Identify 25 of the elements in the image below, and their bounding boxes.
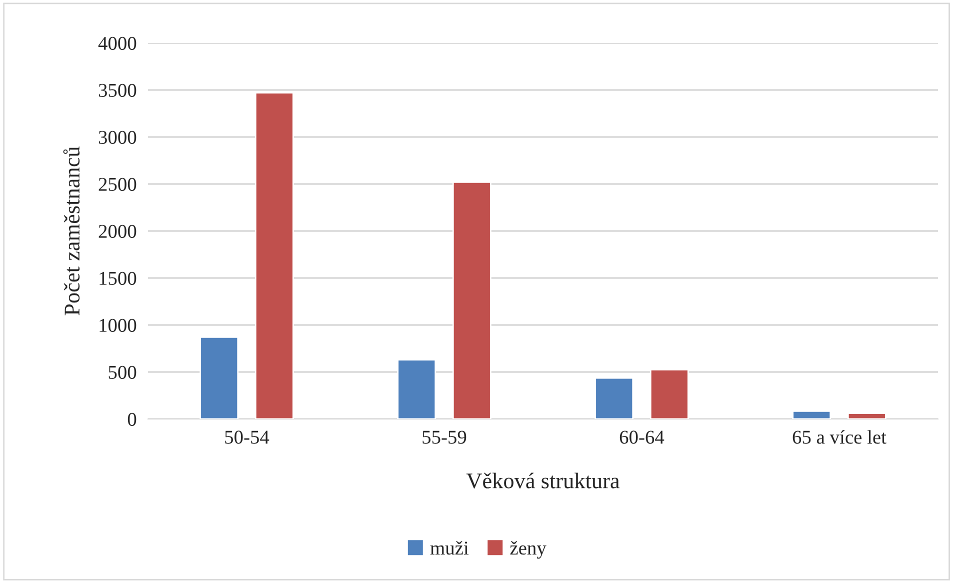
x-tick-label: 50-54 [225, 430, 270, 444]
y-tick-label: 1000 [100, 318, 136, 332]
x-tick-label: 60-64 [620, 430, 664, 444]
x-tick-label: 55-59 [422, 430, 466, 444]
y-tick-label: 1500 [100, 272, 136, 285]
y-tick-label: 0 [128, 412, 136, 426]
x-tick-label: 65 a více let [792, 430, 886, 444]
legend-label: ženy [510, 540, 546, 559]
y-axis-title: Počet zaměstnanců [63, 146, 80, 316]
y-tick-label: 3500 [98, 84, 136, 97]
bar [452, 181, 492, 419]
x-axis-title: Věková struktura [466, 472, 620, 488]
bar [594, 377, 634, 419]
legend-label: muži [430, 540, 468, 555]
y-tick-label: 500 [108, 366, 136, 379]
bar [200, 336, 239, 419]
y-tick-label: 3000 [98, 130, 136, 144]
bar [792, 410, 832, 419]
bar [254, 92, 294, 419]
y-tick-label: 4000 [98, 36, 136, 50]
bar [397, 359, 436, 419]
y-tick-label: 2500 [98, 178, 136, 191]
bar [650, 368, 689, 419]
y-tick-label: 2000 [98, 224, 136, 238]
bar [847, 412, 886, 419]
